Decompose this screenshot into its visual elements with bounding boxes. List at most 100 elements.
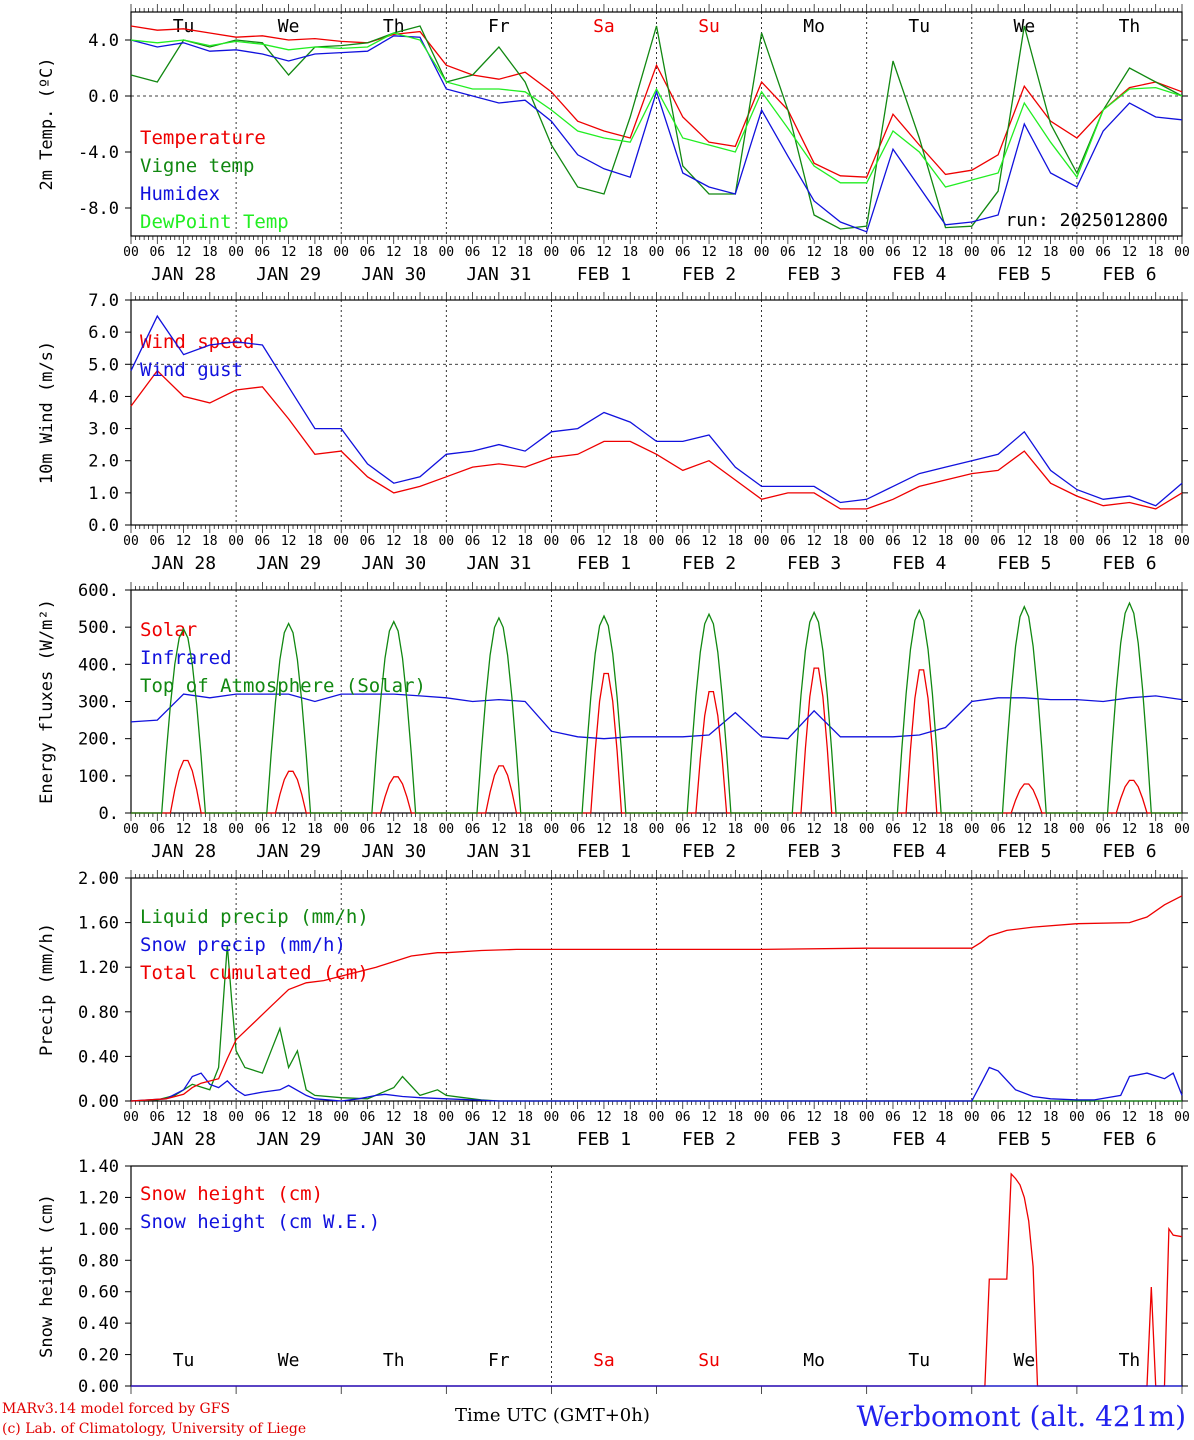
x-date-label: FEB 3 — [787, 841, 841, 862]
weekday-label: Su — [698, 1350, 720, 1371]
weekday-label: Th — [1119, 1350, 1141, 1371]
x-hour-label: 12 — [281, 822, 297, 837]
x-hour-label: 18 — [517, 822, 533, 837]
x-date-label: JAN 29 — [256, 1129, 321, 1150]
legend-entry: Wind gust — [140, 359, 243, 381]
x-hour-label: 12 — [176, 245, 192, 260]
y-tick-label: 0.80 — [78, 1003, 119, 1023]
x-date-label: FEB 5 — [997, 264, 1051, 285]
legend-entry: Top of Atmosphere (Solar) — [140, 675, 426, 697]
x-hour-label: 18 — [1148, 245, 1164, 260]
y-tick-label: 2.0 — [88, 452, 119, 472]
x-hour-label: 18 — [307, 822, 323, 837]
x-hour-label: 00 — [333, 822, 349, 837]
x-hour-label: 12 — [1122, 822, 1138, 837]
x-date-label: JAN 29 — [256, 841, 321, 862]
series-line-top-of-atmosphere-solar- — [131, 601, 1182, 814]
x-hour-label: 12 — [596, 245, 612, 260]
x-hour-label: 00 — [964, 245, 980, 260]
x-date-label: JAN 30 — [361, 264, 426, 285]
x-hour-label: 00 — [1069, 822, 1085, 837]
x-date-label: FEB 6 — [1102, 264, 1156, 285]
x-hour-label: 00 — [754, 1110, 770, 1125]
x-hour-label: 12 — [1017, 1110, 1033, 1125]
x-hour-label: 12 — [176, 534, 192, 549]
x-hour-label: 18 — [202, 245, 218, 260]
x-hour-label: 06 — [990, 822, 1006, 837]
x-hour-label: 12 — [176, 1110, 192, 1125]
x-hour-label: 06 — [360, 822, 376, 837]
y-tick-label: 6.0 — [88, 323, 119, 343]
x-hour-label: 18 — [833, 1110, 849, 1125]
series-line-total-cumulated-cm- — [130, 895, 1183, 1102]
x-hour-label: 06 — [465, 245, 481, 260]
x-hour-label: 06 — [255, 534, 271, 549]
weekday-label: We — [278, 1350, 300, 1371]
x-date-label: JAN 29 — [256, 553, 321, 574]
legend-entry: Snow height (cm W.E.) — [140, 1211, 380, 1233]
x-hour-label: 18 — [412, 245, 428, 260]
x-hour-label: 18 — [833, 245, 849, 260]
series-line-humidex — [130, 35, 1183, 233]
x-hour-label: 00 — [438, 245, 454, 260]
x-hour-label: 06 — [780, 245, 796, 260]
x-hour-label: 06 — [780, 822, 796, 837]
x-hour-label: 00 — [859, 245, 875, 260]
x-hour-label: 18 — [1043, 822, 1059, 837]
legend-entry: Liquid precip (mm/h) — [140, 906, 369, 928]
x-hour-label: 12 — [386, 822, 402, 837]
x-hour-label: 06 — [780, 534, 796, 549]
x-hour-label: 12 — [386, 245, 402, 260]
y-axis-label: Precip (mm/h) — [37, 923, 57, 1056]
x-hour-label: 12 — [701, 822, 717, 837]
y-axis-label: 2m Temp. (ºC) — [37, 57, 57, 190]
x-hour-label: 00 — [1174, 534, 1190, 549]
x-hour-label: 18 — [622, 534, 638, 549]
x-hour-label: 06 — [255, 822, 271, 837]
x-hour-label: 06 — [465, 1110, 481, 1125]
x-hour-label: 00 — [544, 534, 560, 549]
y-tick-label: 0.00 — [78, 1377, 119, 1397]
x-hour-label: 12 — [911, 534, 927, 549]
x-date-label: FEB 2 — [682, 264, 736, 285]
station-title: Werbomont (alt. 421m) — [856, 1400, 1186, 1433]
run-annotation: run: 2025012800 — [1005, 210, 1168, 231]
weekday-label: Mo — [803, 16, 825, 37]
x-date-label: JAN 29 — [256, 264, 321, 285]
x-hour-label: 06 — [1095, 1110, 1111, 1125]
x-hour-label: 00 — [649, 822, 665, 837]
x-hour-label: 06 — [675, 245, 691, 260]
x-hour-label: 18 — [727, 534, 743, 549]
x-date-label: FEB 1 — [577, 1129, 631, 1150]
y-tick-label: 1.00 — [78, 1220, 119, 1240]
x-date-label: JAN 31 — [466, 1129, 531, 1150]
legend-entry: Vigne temp — [140, 155, 254, 177]
x-date-label: FEB 5 — [997, 553, 1051, 574]
y-tick-label: 200. — [78, 730, 119, 750]
legend-entry: Total cumulated (cm) — [140, 962, 369, 984]
x-hour-label: 00 — [123, 534, 139, 549]
x-hour-label: 12 — [281, 1110, 297, 1125]
x-hour-label: 12 — [1122, 1110, 1138, 1125]
weekday-label: Tu — [908, 1350, 930, 1371]
x-hour-label: 00 — [228, 1110, 244, 1125]
x-hour-label: 00 — [859, 534, 875, 549]
x-hour-label: 00 — [859, 822, 875, 837]
x-hour-label: 06 — [675, 822, 691, 837]
x-hour-label: 06 — [465, 534, 481, 549]
x-hour-label: 06 — [1095, 245, 1111, 260]
x-hour-label: 12 — [1017, 534, 1033, 549]
weekday-label: Tu — [173, 1350, 195, 1371]
x-hour-label: 12 — [911, 245, 927, 260]
x-date-label: FEB 4 — [892, 1129, 946, 1150]
x-axis-label: Time UTC (GMT+0h) — [455, 1405, 650, 1426]
y-tick-label: 600. — [78, 581, 119, 601]
y-tick-label: -8.0 — [78, 199, 119, 219]
x-hour-label: 18 — [833, 822, 849, 837]
x-hour-label: 00 — [544, 822, 560, 837]
y-tick-label: 500. — [78, 618, 119, 638]
x-hour-label: 00 — [1174, 1110, 1190, 1125]
series-line-temperature — [130, 25, 1183, 178]
x-hour-label: 00 — [228, 822, 244, 837]
x-date-label: FEB 1 — [577, 553, 631, 574]
